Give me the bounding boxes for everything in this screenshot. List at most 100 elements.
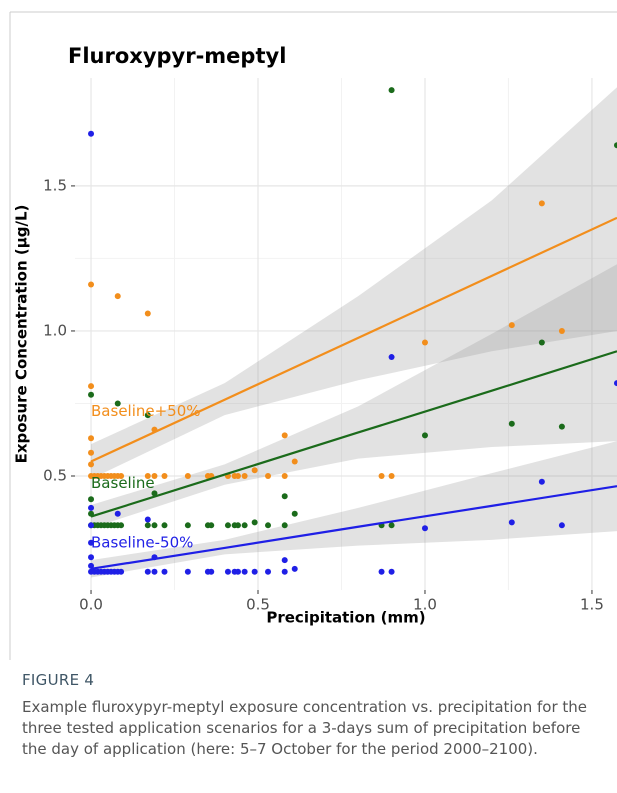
plot-area: [88, 87, 617, 578]
data-point: [281, 557, 288, 564]
data-point: [614, 142, 617, 149]
data-point: [88, 539, 95, 546]
data-point: [184, 472, 191, 479]
data-point: [281, 432, 288, 439]
data-point: [291, 510, 298, 517]
data-point: [118, 472, 125, 479]
data-point: [144, 516, 151, 523]
data-point: [388, 87, 395, 94]
data-point: [144, 568, 151, 575]
y-tick-label: 0.5: [43, 466, 67, 484]
figure-caption: FIGURE 4 Example fluroxypyr-meptyl expos…: [22, 670, 602, 760]
data-point: [388, 354, 395, 361]
data-point: [88, 496, 95, 503]
fit-line: [90, 350, 617, 518]
data-point: [161, 472, 168, 479]
series-label: Baseline: [91, 474, 155, 492]
confidence-band: [91, 87, 617, 479]
chart-title: Fluroxypyr-meptyl: [68, 44, 286, 68]
caption-label: FIGURE 4: [22, 671, 95, 689]
data-point: [114, 510, 121, 517]
data-point: [208, 568, 215, 575]
data-point: [241, 522, 248, 529]
confidence-band: [91, 441, 617, 578]
data-point: [281, 522, 288, 529]
x-tick-label: 0.0: [79, 596, 103, 614]
series-label: Baseline+50%: [91, 402, 201, 420]
chart: 0.5 1.0 1.5 0.0 0.5 1.0 1.5 Baseline+50% Baselin…: [9, 11, 617, 660]
x-tick-label: 1.5: [580, 596, 604, 614]
data-point: [144, 522, 151, 529]
x-tick-label: 0.5: [246, 596, 270, 614]
data-point: [88, 281, 95, 288]
data-point: [281, 568, 288, 575]
x-axis-title: Precipitation (mm): [266, 609, 425, 627]
data-point: [88, 504, 95, 511]
grid: [75, 78, 617, 590]
data-point: [538, 200, 545, 207]
y-tick-label: 1.0: [43, 321, 67, 339]
data-point: [151, 490, 158, 497]
data-point: [281, 472, 288, 479]
data-point: [378, 568, 385, 575]
data-point: [224, 568, 231, 575]
data-point: [184, 568, 191, 575]
y-tick-label: 1.5: [43, 176, 67, 194]
y-axis-title: Exposure Concentration (μg/L): [13, 205, 31, 464]
data-point: [114, 400, 121, 407]
data-point: [378, 472, 385, 479]
data-point: [114, 293, 121, 300]
data-point: [421, 432, 428, 439]
data-point: [388, 522, 395, 529]
data-point: [118, 568, 125, 575]
data-point: [614, 380, 617, 387]
data-point: [241, 472, 248, 479]
data-point: [151, 472, 158, 479]
data-point: [291, 565, 298, 572]
data-point: [265, 522, 272, 529]
data-point: [558, 327, 565, 334]
data-point: [251, 467, 258, 474]
data-point: [265, 568, 272, 575]
data-point: [144, 310, 151, 317]
data-point: [208, 522, 215, 529]
data-point: [144, 412, 151, 419]
fit-line: [90, 485, 617, 570]
data-point: [265, 472, 272, 479]
data-point: [538, 478, 545, 485]
plot-panel: [75, 78, 617, 590]
fit-line: [90, 216, 617, 463]
data-point: [251, 568, 258, 575]
data-point: [251, 519, 258, 526]
confidence-band: [91, 264, 617, 529]
data-point: [88, 554, 95, 561]
data-point: [508, 519, 515, 526]
data-point: [538, 339, 545, 346]
data-point: [184, 522, 191, 529]
data-point: [161, 522, 168, 529]
data-point: [151, 568, 158, 575]
data-point: [151, 522, 158, 529]
data-point: [234, 568, 241, 575]
caption-text: Example fluroxypyr-meptyl exposure conce…: [22, 698, 588, 758]
data-point: [388, 472, 395, 479]
data-point: [558, 522, 565, 529]
data-point: [234, 472, 241, 479]
data-point: [388, 568, 395, 575]
data-point: [291, 458, 298, 465]
data-point: [161, 568, 168, 575]
data-point: [508, 420, 515, 427]
data-point: [224, 522, 231, 529]
data-point: [88, 522, 95, 529]
data-point: [88, 461, 95, 468]
data-point: [281, 493, 288, 500]
data-point: [558, 423, 565, 430]
data-point: [88, 130, 95, 137]
data-point: [88, 435, 95, 442]
data-point: [234, 522, 241, 529]
series-label: Baseline-50%: [91, 533, 193, 551]
data-point: [88, 562, 95, 569]
data-point: [88, 383, 95, 390]
data-point: [421, 525, 428, 532]
